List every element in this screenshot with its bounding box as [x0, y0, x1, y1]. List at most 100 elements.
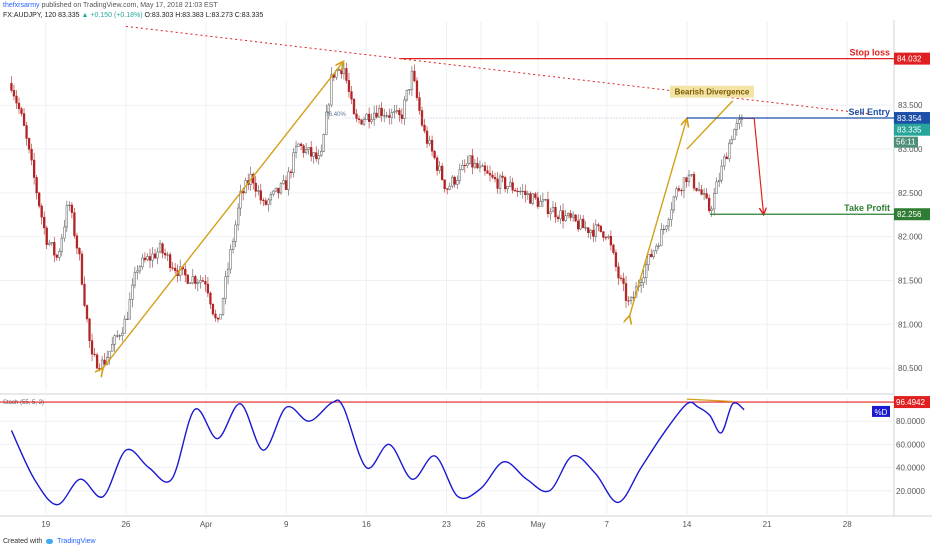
candle-body [546, 199, 550, 214]
candle-body [697, 189, 701, 191]
candle-body [413, 70, 416, 82]
candle-body [259, 190, 262, 201]
candle-body [126, 318, 129, 320]
publisher-name[interactable]: thefxrsarmy [3, 2, 40, 9]
candle-body [561, 210, 565, 222]
candle-body [473, 163, 477, 168]
candle-body [415, 80, 419, 98]
candle-body [367, 113, 371, 122]
candle-body [111, 344, 114, 352]
candle-body [662, 228, 665, 231]
price-axis-tick-label: 81.000 [898, 320, 923, 329]
stoch-series-tag-box [872, 405, 890, 417]
time-axis-tick-label: 21 [763, 520, 772, 529]
candle-body [516, 190, 519, 193]
projection-arrow [738, 117, 763, 215]
candle-body [692, 174, 696, 189]
candle-body [108, 350, 111, 358]
candle-body [322, 134, 325, 152]
candle-body [297, 143, 300, 147]
candle-body [194, 276, 197, 284]
candle-body [267, 199, 270, 205]
symbol-line: FX:AUDJPY, 120 83.335 ▲ +0.150 (+0.18%) … [3, 12, 263, 19]
candle-body [559, 210, 562, 220]
candle-body [584, 227, 587, 229]
candle-body [670, 209, 673, 220]
candle-body [282, 180, 285, 184]
candle-body [650, 254, 653, 258]
candle-body [491, 174, 494, 178]
candle-body [433, 150, 436, 159]
candle-body [231, 241, 235, 250]
candle-body [90, 340, 94, 355]
candle-body [478, 165, 482, 169]
candle-body [216, 317, 220, 320]
candle-body [60, 237, 63, 252]
candle-body [204, 281, 207, 285]
candle-body [362, 119, 366, 125]
candle-body [566, 213, 570, 216]
candle-body [22, 113, 26, 126]
candle-body [410, 70, 414, 90]
candle-body [307, 147, 310, 150]
candle-body [299, 143, 303, 146]
candle-body [43, 216, 46, 229]
candle-body [315, 152, 318, 160]
candle-body [645, 264, 648, 278]
candle-body [310, 147, 313, 157]
candle-body [423, 124, 426, 132]
candle-body [320, 150, 323, 156]
candle-body [544, 199, 547, 201]
candle-body [209, 292, 212, 305]
candle-body [594, 224, 597, 237]
candle-body [629, 297, 633, 301]
candle-body [612, 244, 615, 253]
symbol-interval: FX:AUDJPY, 120 [3, 12, 57, 19]
candle-body [498, 175, 502, 189]
candle-body [461, 164, 464, 170]
candle-body [624, 283, 628, 301]
candle-body [430, 139, 434, 152]
candle-body [242, 191, 245, 194]
candle-body [153, 253, 157, 259]
candle-body [365, 113, 368, 120]
candle-body [710, 208, 713, 211]
time-axis-tick-label: May [531, 520, 546, 529]
candle-body [667, 219, 670, 227]
candle-body [690, 174, 693, 176]
candle-body [451, 176, 454, 187]
candle-body [337, 69, 341, 71]
up-arrow-icon: ▲ [81, 12, 89, 19]
candle-body [38, 192, 41, 207]
candle-body [579, 218, 582, 230]
tradingview-brand[interactable]: TradingView [57, 538, 96, 545]
candle-body [627, 300, 630, 302]
candle-body [486, 170, 489, 174]
time-axis-tick-label: 23 [442, 520, 451, 529]
candle-body [75, 235, 79, 249]
candle-body [418, 97, 421, 111]
candle-body [25, 125, 28, 139]
candle-body [700, 189, 703, 195]
candle-body [393, 111, 396, 113]
candle-body [121, 332, 124, 336]
price-axis-tick-label: 81.500 [898, 276, 923, 285]
candle-body [551, 206, 555, 213]
candle-body [340, 69, 343, 75]
candle-body [463, 164, 466, 167]
candlestick-series [10, 62, 744, 375]
candle-body [597, 224, 600, 227]
time-axis-tick-label: 19 [41, 520, 50, 529]
candle-body [53, 242, 56, 256]
candle-body [503, 177, 507, 190]
candle-body [408, 89, 411, 91]
candle-body [675, 188, 678, 198]
candle-body [274, 187, 278, 192]
candle-body [481, 165, 484, 167]
candle-body [435, 157, 439, 171]
time-axis-tick-label: 16 [362, 520, 371, 529]
divergence-trend-line [686, 100, 734, 150]
candle-body [536, 197, 540, 207]
